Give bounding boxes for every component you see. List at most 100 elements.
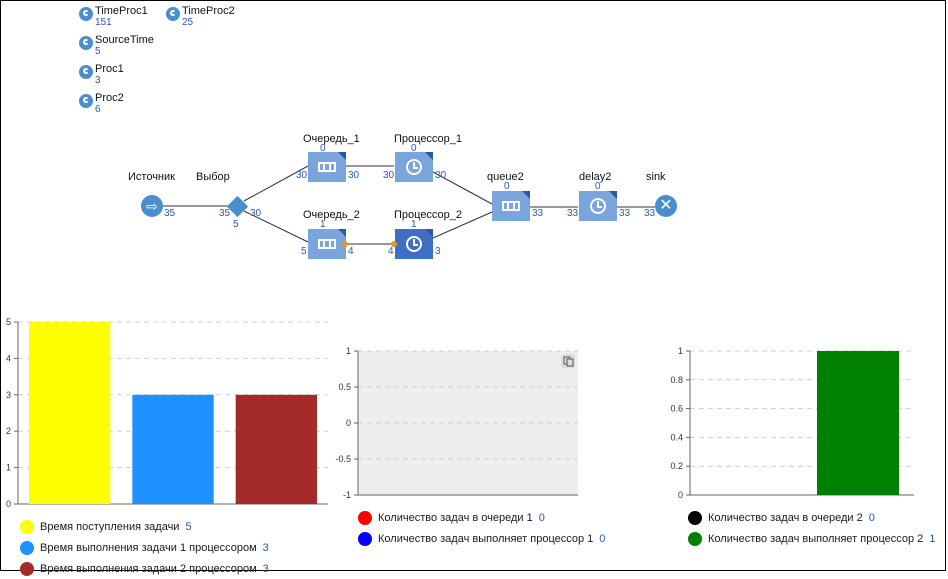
proc2-label: Процессор_2 (394, 209, 463, 221)
variable-proc1[interactable]: Proc1 3 (79, 64, 124, 86)
y-tick-label: -1 (343, 490, 351, 500)
variable-timeproc2[interactable]: TimeProc2 25 (166, 6, 235, 28)
source-node[interactable]: ⇨ (141, 195, 163, 217)
bar (817, 351, 899, 495)
copy-icon-front (566, 358, 574, 367)
bar (29, 322, 111, 504)
legend-value: 0 (599, 532, 606, 545)
variable-value: 5 (95, 46, 101, 57)
legend-label: Количество задач выполняет процессор 1 (378, 532, 594, 545)
y-tick-label: 0 (6, 499, 11, 509)
chart-processor1-tasks: 1 0.5 0 -0.5 -1 (335, 346, 578, 500)
queue1-block[interactable] (308, 152, 346, 182)
legend-label: Количество задач в очереди 1 (378, 511, 533, 524)
chart2-legend: Количество задач в очереди 1 0 Количество… (358, 507, 605, 549)
queue2-count: 0 (504, 181, 510, 192)
variable-value: 6 (95, 104, 101, 115)
y-tick-label: 1 (6, 463, 11, 473)
queue2-branch-out-count: 4 (348, 246, 354, 257)
y-tick-label: 0 (346, 418, 351, 428)
variable-icon (79, 7, 93, 21)
select-label: Выбор (196, 171, 230, 183)
variable-proc2[interactable]: Proc2 6 (79, 93, 124, 115)
legend-dot (688, 531, 702, 546)
legend-label: Время выполнения задачи 2 процессором (40, 562, 257, 575)
y-tick-label: 0.2 (670, 461, 683, 471)
legend-dot (20, 540, 34, 555)
legend-item[interactable]: Количество задач выполняет процессор 1 0 (358, 528, 605, 549)
select-out-bottom-count: 5 (233, 219, 239, 230)
y-tick-label: 1 (678, 346, 683, 356)
legend-label: Время поступления задачи (40, 520, 180, 533)
proc2-in-count: 4 (388, 246, 394, 257)
clock-icon (406, 159, 422, 175)
variable-name: SourceTime (95, 34, 154, 46)
select-in-count: 35 (219, 208, 231, 219)
legend-label: Время выполнения задачи 1 процессором (40, 541, 257, 554)
y-tick-label: 0.6 (670, 404, 683, 414)
queue2-out-count: 33 (532, 208, 544, 219)
legend-item[interactable]: Время выполнения задачи 2 процессором 3 (20, 558, 269, 579)
y-tick-label: 0.5 (338, 382, 351, 392)
variable-sourcetime[interactable]: SourceTime 5 (79, 35, 154, 57)
y-tick-label: 0 (678, 490, 683, 500)
queue2-branch-in-count: 5 (301, 246, 307, 257)
delay2-block[interactable] (579, 191, 617, 221)
legend-dot (20, 561, 34, 576)
legend-item[interactable]: Количество задач в очереди 1 0 (358, 507, 605, 528)
queue-icon (318, 239, 336, 249)
source-icon: ⇨ (146, 198, 158, 214)
queue2-branch-port (342, 241, 348, 247)
queue2-block[interactable] (492, 191, 530, 221)
source-out-count: 35 (164, 208, 176, 219)
legend-item[interactable]: Время выполнения задачи 1 процессором 3 (20, 537, 269, 558)
sink-label: sink (646, 171, 666, 183)
sink-node[interactable]: ✕ (655, 195, 677, 217)
variable-icon (79, 94, 93, 108)
variable-name: TimeProc2 (182, 5, 235, 17)
legend-item[interactable]: Количество задач выполняет процессор 2 1 (688, 528, 935, 549)
select-out-top-count: 30 (250, 208, 262, 219)
variable-value: 3 (95, 75, 101, 86)
legend-value: 0 (868, 511, 875, 524)
legend-label: Количество задач в очереди 2 (708, 511, 863, 524)
legend-item[interactable]: Количество задач в очереди 2 0 (688, 507, 935, 528)
clock-icon (406, 236, 422, 252)
sink-in-count: 33 (644, 208, 656, 219)
legend-value: 0 (538, 511, 545, 524)
queue1-count: 0 (320, 143, 326, 154)
queue1-out-count: 30 (348, 170, 360, 181)
delay2-out-count: 33 (619, 208, 631, 219)
legend-item[interactable]: Время поступления задачи 5 (20, 516, 269, 537)
proc2-out-count: 3 (435, 246, 441, 257)
variable-name: TimeProc1 (95, 5, 148, 17)
y-tick-label: -0.5 (335, 454, 351, 464)
copy-icon (561, 354, 575, 368)
proc2-block[interactable] (395, 229, 433, 259)
queue1-in-count: 30 (296, 170, 308, 181)
variable-name: Proc2 (95, 92, 124, 104)
y-tick-label: 0.4 (670, 432, 683, 442)
proc2-port (391, 241, 397, 247)
proc1-in-count: 30 (383, 170, 395, 181)
y-tick-label: 0.8 (670, 375, 683, 385)
queue-icon (502, 201, 520, 211)
variable-icon (79, 36, 93, 50)
y-tick-label: 2 (6, 426, 11, 436)
queue2-label: queue2 (487, 171, 524, 183)
proc1-block[interactable] (395, 152, 433, 182)
queue2-branch-count: 1 (320, 219, 326, 230)
legend-value: 1 (929, 532, 936, 545)
delay2-count: 0 (595, 181, 601, 192)
variable-timeproc1[interactable]: TimeProc1 151 (79, 6, 148, 28)
y-tick-label: 4 (6, 353, 11, 363)
proc1-count: 0 (411, 143, 417, 154)
chart3-legend: Количество задач в очереди 2 0 Количество… (688, 507, 935, 549)
proc1-out-count: 30 (435, 170, 447, 181)
y-tick-label: 5 (6, 317, 11, 327)
queue2-branch-block[interactable] (308, 229, 346, 259)
legend-label: Количество задач выполняет процессор 2 (708, 532, 924, 545)
proc1-label: Процессор_1 (394, 133, 463, 145)
bar (132, 394, 214, 504)
